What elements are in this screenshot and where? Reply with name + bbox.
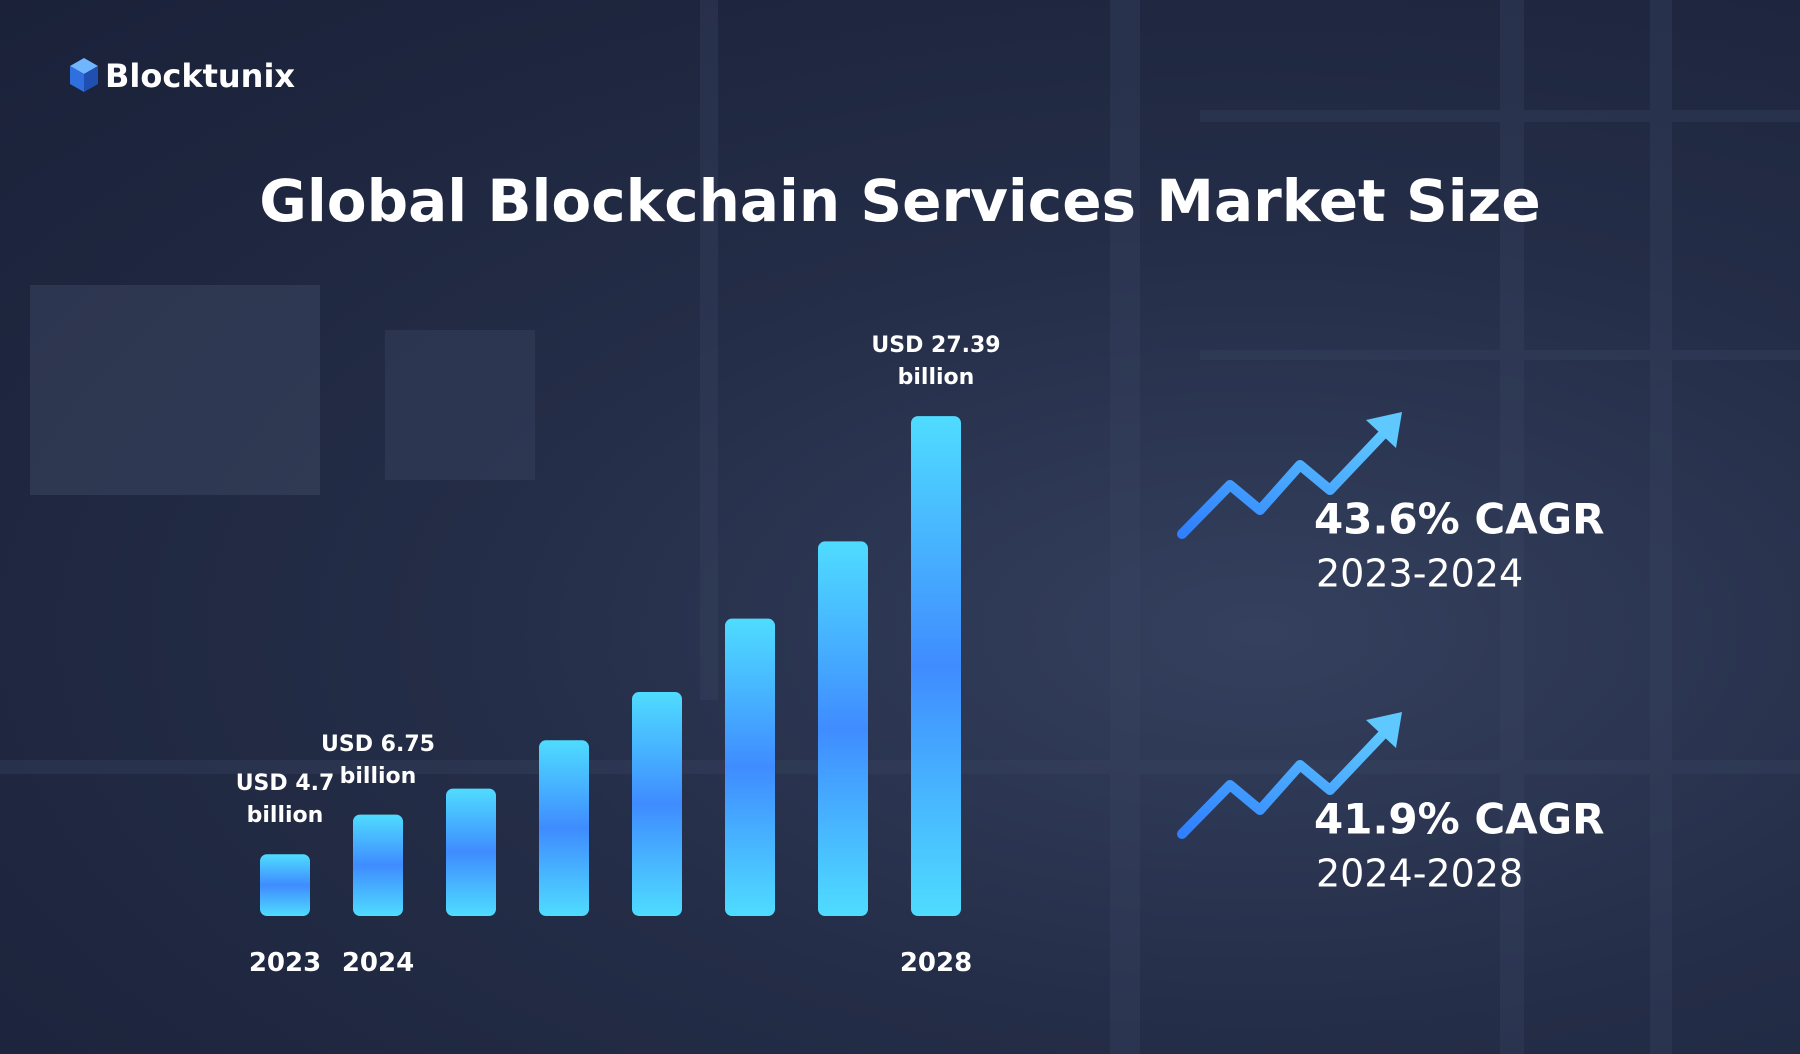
bar (725, 618, 775, 916)
x-tick-label: 2028 (899, 948, 973, 978)
cagr-period: 2023-2024 (1316, 552, 1523, 596)
bar (818, 541, 868, 916)
chart-title: Global Blockchain Services Market Size (259, 167, 1540, 235)
bar (539, 740, 589, 916)
bar (353, 814, 403, 916)
cagr-value: 41.9% CAGR (1314, 795, 1604, 844)
cagr-value: 43.6% CAGR (1314, 495, 1604, 544)
bar (260, 854, 310, 916)
brand: Blocktunix (105, 57, 295, 95)
value-label: USD 4.7 billion (235, 771, 335, 829)
logo-icon (70, 58, 98, 92)
cagr-period: 2024-2028 (1316, 852, 1523, 896)
value-label: USD 27.39 billion (871, 333, 1001, 391)
bar (446, 788, 496, 916)
bar (911, 416, 961, 916)
value-label: USD 6.75 billion (321, 731, 435, 789)
trend-arrow (1177, 712, 1402, 839)
bar (632, 692, 682, 916)
x-tick-label: 2023 (248, 948, 322, 978)
x-tick-label: 2024 (341, 948, 415, 978)
trend-arrow (1177, 412, 1402, 539)
